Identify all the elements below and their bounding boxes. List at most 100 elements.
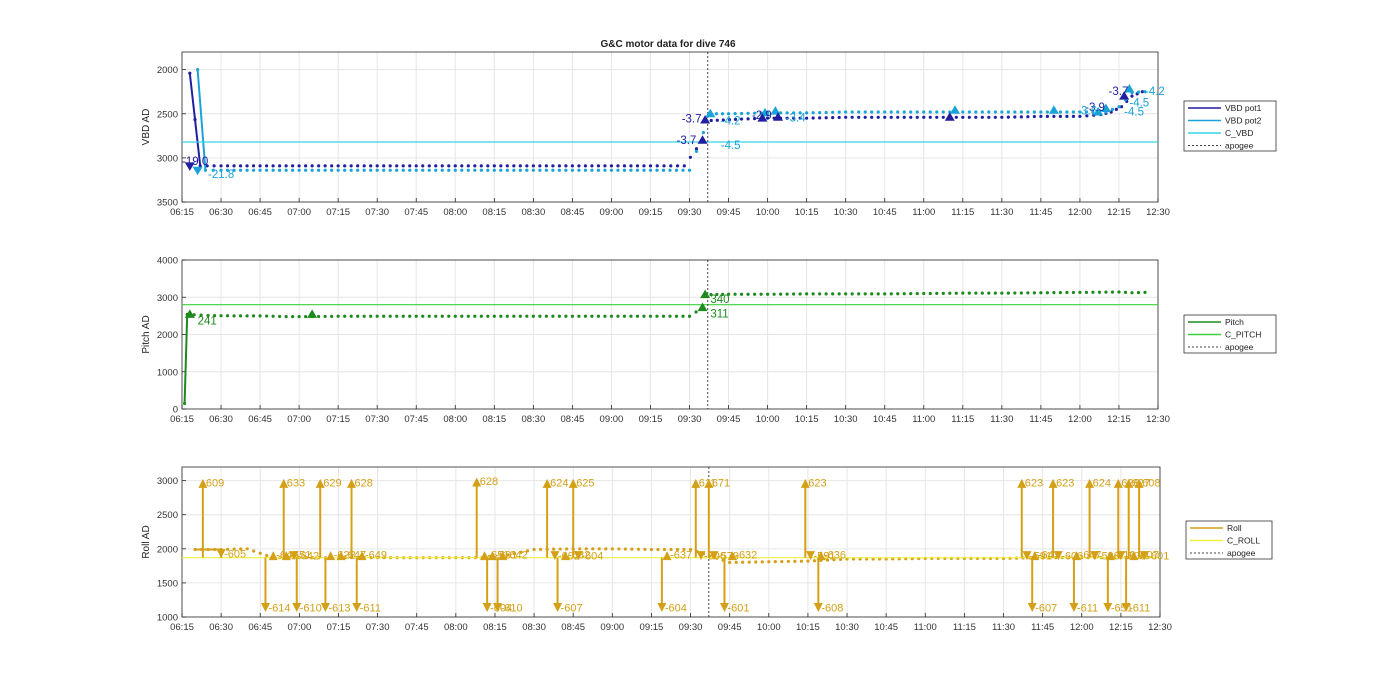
series-point xyxy=(258,551,262,555)
series-point xyxy=(941,115,945,119)
series-point xyxy=(1065,290,1069,295)
x-tick-label: 11:30 xyxy=(992,622,1015,633)
marker-triangle xyxy=(697,135,708,144)
x-tick-label: 08:45 xyxy=(561,414,585,425)
x-tick-label: 08:45 xyxy=(561,207,585,218)
series-point xyxy=(1110,290,1115,294)
series-point xyxy=(544,164,548,168)
series-point xyxy=(909,292,913,296)
x-tick-label: 11:00 xyxy=(912,414,935,425)
series-point xyxy=(1071,110,1076,114)
series-point xyxy=(1039,291,1043,295)
series-point xyxy=(297,315,301,319)
roll-spike-arrow xyxy=(1022,551,1032,561)
series-point xyxy=(798,292,802,296)
series-point xyxy=(655,314,659,318)
series-point xyxy=(967,291,971,295)
series-point xyxy=(844,292,848,296)
series-point xyxy=(531,164,535,168)
series-point xyxy=(642,164,646,168)
series-point xyxy=(251,314,256,318)
series-point xyxy=(447,314,451,318)
series-point xyxy=(655,164,659,168)
roll-spike-arrow xyxy=(1027,602,1037,612)
series-point xyxy=(824,110,828,115)
series-point xyxy=(297,168,301,172)
marker-triangle xyxy=(770,106,781,115)
series-point xyxy=(278,168,282,172)
x-tick-label: 08:15 xyxy=(482,207,506,218)
series-point xyxy=(304,164,308,168)
series-point xyxy=(539,547,543,551)
series-point xyxy=(863,110,867,114)
series-point xyxy=(570,314,575,318)
series-point xyxy=(375,164,379,168)
series-point xyxy=(661,168,666,172)
series-point xyxy=(421,164,425,168)
series-point xyxy=(701,130,706,135)
series-point xyxy=(538,164,542,168)
series-point xyxy=(408,168,412,172)
roll-data-label: 623 xyxy=(808,477,826,489)
series-point xyxy=(538,314,542,318)
series-point xyxy=(915,291,919,296)
roll-data-label: -610 xyxy=(501,602,523,614)
series-point xyxy=(1052,291,1056,295)
series-point xyxy=(674,168,679,172)
series-point xyxy=(1084,290,1089,294)
series-point xyxy=(622,168,627,172)
pitch-y-axis-label: Pitch AD xyxy=(141,315,152,353)
series-point xyxy=(362,168,366,172)
series-point xyxy=(577,314,581,318)
series-point xyxy=(709,118,713,123)
series-point xyxy=(993,291,997,295)
series-point xyxy=(212,313,217,318)
roll-data-label: 628 xyxy=(480,476,498,488)
series-point xyxy=(779,292,783,296)
marker-triangle xyxy=(697,302,708,312)
series-point xyxy=(382,164,386,168)
series-point xyxy=(1013,291,1017,295)
series-point xyxy=(1140,90,1144,94)
series-point xyxy=(668,168,672,172)
roll-axes-box xyxy=(181,466,1161,618)
series-point xyxy=(754,560,758,564)
series-point xyxy=(226,547,230,551)
series-point xyxy=(656,547,660,552)
series-point xyxy=(1130,291,1134,295)
series-point xyxy=(434,168,438,172)
series-point xyxy=(427,314,431,318)
series-point xyxy=(682,547,686,552)
roll-spike-arrow xyxy=(662,551,672,561)
y-tick-label: 3000 xyxy=(157,293,178,304)
series-point xyxy=(532,547,536,552)
y-tick-label: 2000 xyxy=(157,330,178,341)
series-point xyxy=(837,110,841,114)
x-tick-label: 09:45 xyxy=(717,414,741,425)
series-point xyxy=(739,111,744,116)
series-point xyxy=(760,560,764,564)
series-point xyxy=(414,168,418,172)
roll-spike-arrow xyxy=(268,551,278,561)
series-point xyxy=(838,557,843,561)
series-point xyxy=(388,164,392,168)
series-point xyxy=(578,547,582,551)
roll-spike-arrow xyxy=(260,602,270,612)
roll-data-label: 629 xyxy=(323,477,341,489)
series-point xyxy=(1114,107,1118,111)
roll-spike-arrow xyxy=(542,478,552,488)
series-point xyxy=(786,559,790,564)
series-point xyxy=(565,547,569,551)
legend-entry: apogee xyxy=(1227,548,1256,558)
x-tick-label: 06:15 xyxy=(170,207,194,218)
legend-entry: Roll xyxy=(1227,523,1242,533)
roll-spike-arrow xyxy=(1121,602,1131,612)
roll-spike-arrow xyxy=(315,478,325,488)
series-point xyxy=(642,168,646,172)
x-tick-label: 06:45 xyxy=(248,414,272,425)
series-point xyxy=(297,164,301,168)
roll-data-label: -604 xyxy=(665,602,687,614)
x-tick-label: 12:00 xyxy=(1068,207,1092,218)
series-point xyxy=(629,168,633,172)
roll-data-label: -614 xyxy=(268,602,290,614)
